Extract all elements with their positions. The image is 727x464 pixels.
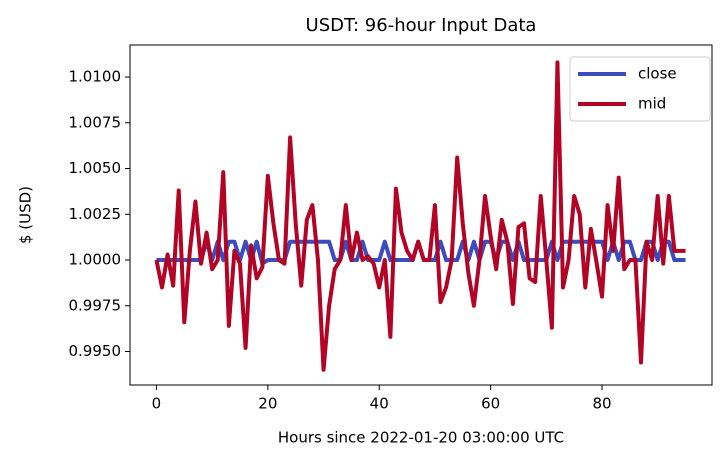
x-tick-label: 80 xyxy=(592,395,611,413)
y-tick-label: 0.9975 xyxy=(69,296,122,314)
line-series xyxy=(154,60,686,372)
x-tick-label: 0 xyxy=(152,395,162,413)
x-tick-label: 60 xyxy=(481,395,500,413)
chart-title: USDT: 96-hour Input Data xyxy=(306,15,537,36)
legend-label: close xyxy=(638,65,677,83)
y-tick-label: 1.0025 xyxy=(69,205,122,223)
y-tick-label: 1.0100 xyxy=(69,68,122,86)
y-tick-label: 1.0075 xyxy=(69,113,122,131)
y-axis-label: $ (USD) xyxy=(17,186,35,244)
plot-frame xyxy=(129,44,713,386)
y-tick-label: 0.9950 xyxy=(69,342,122,360)
legend-label: mid xyxy=(638,95,666,113)
y-tick-label: 1.0000 xyxy=(69,251,122,269)
y-tick-label: 1.0050 xyxy=(69,159,122,177)
x-axis-label: Hours since 2022-01-20 03:00:00 UTC xyxy=(278,429,564,447)
x-tick-label: 20 xyxy=(258,395,277,413)
x-tick-label: 40 xyxy=(370,395,389,413)
